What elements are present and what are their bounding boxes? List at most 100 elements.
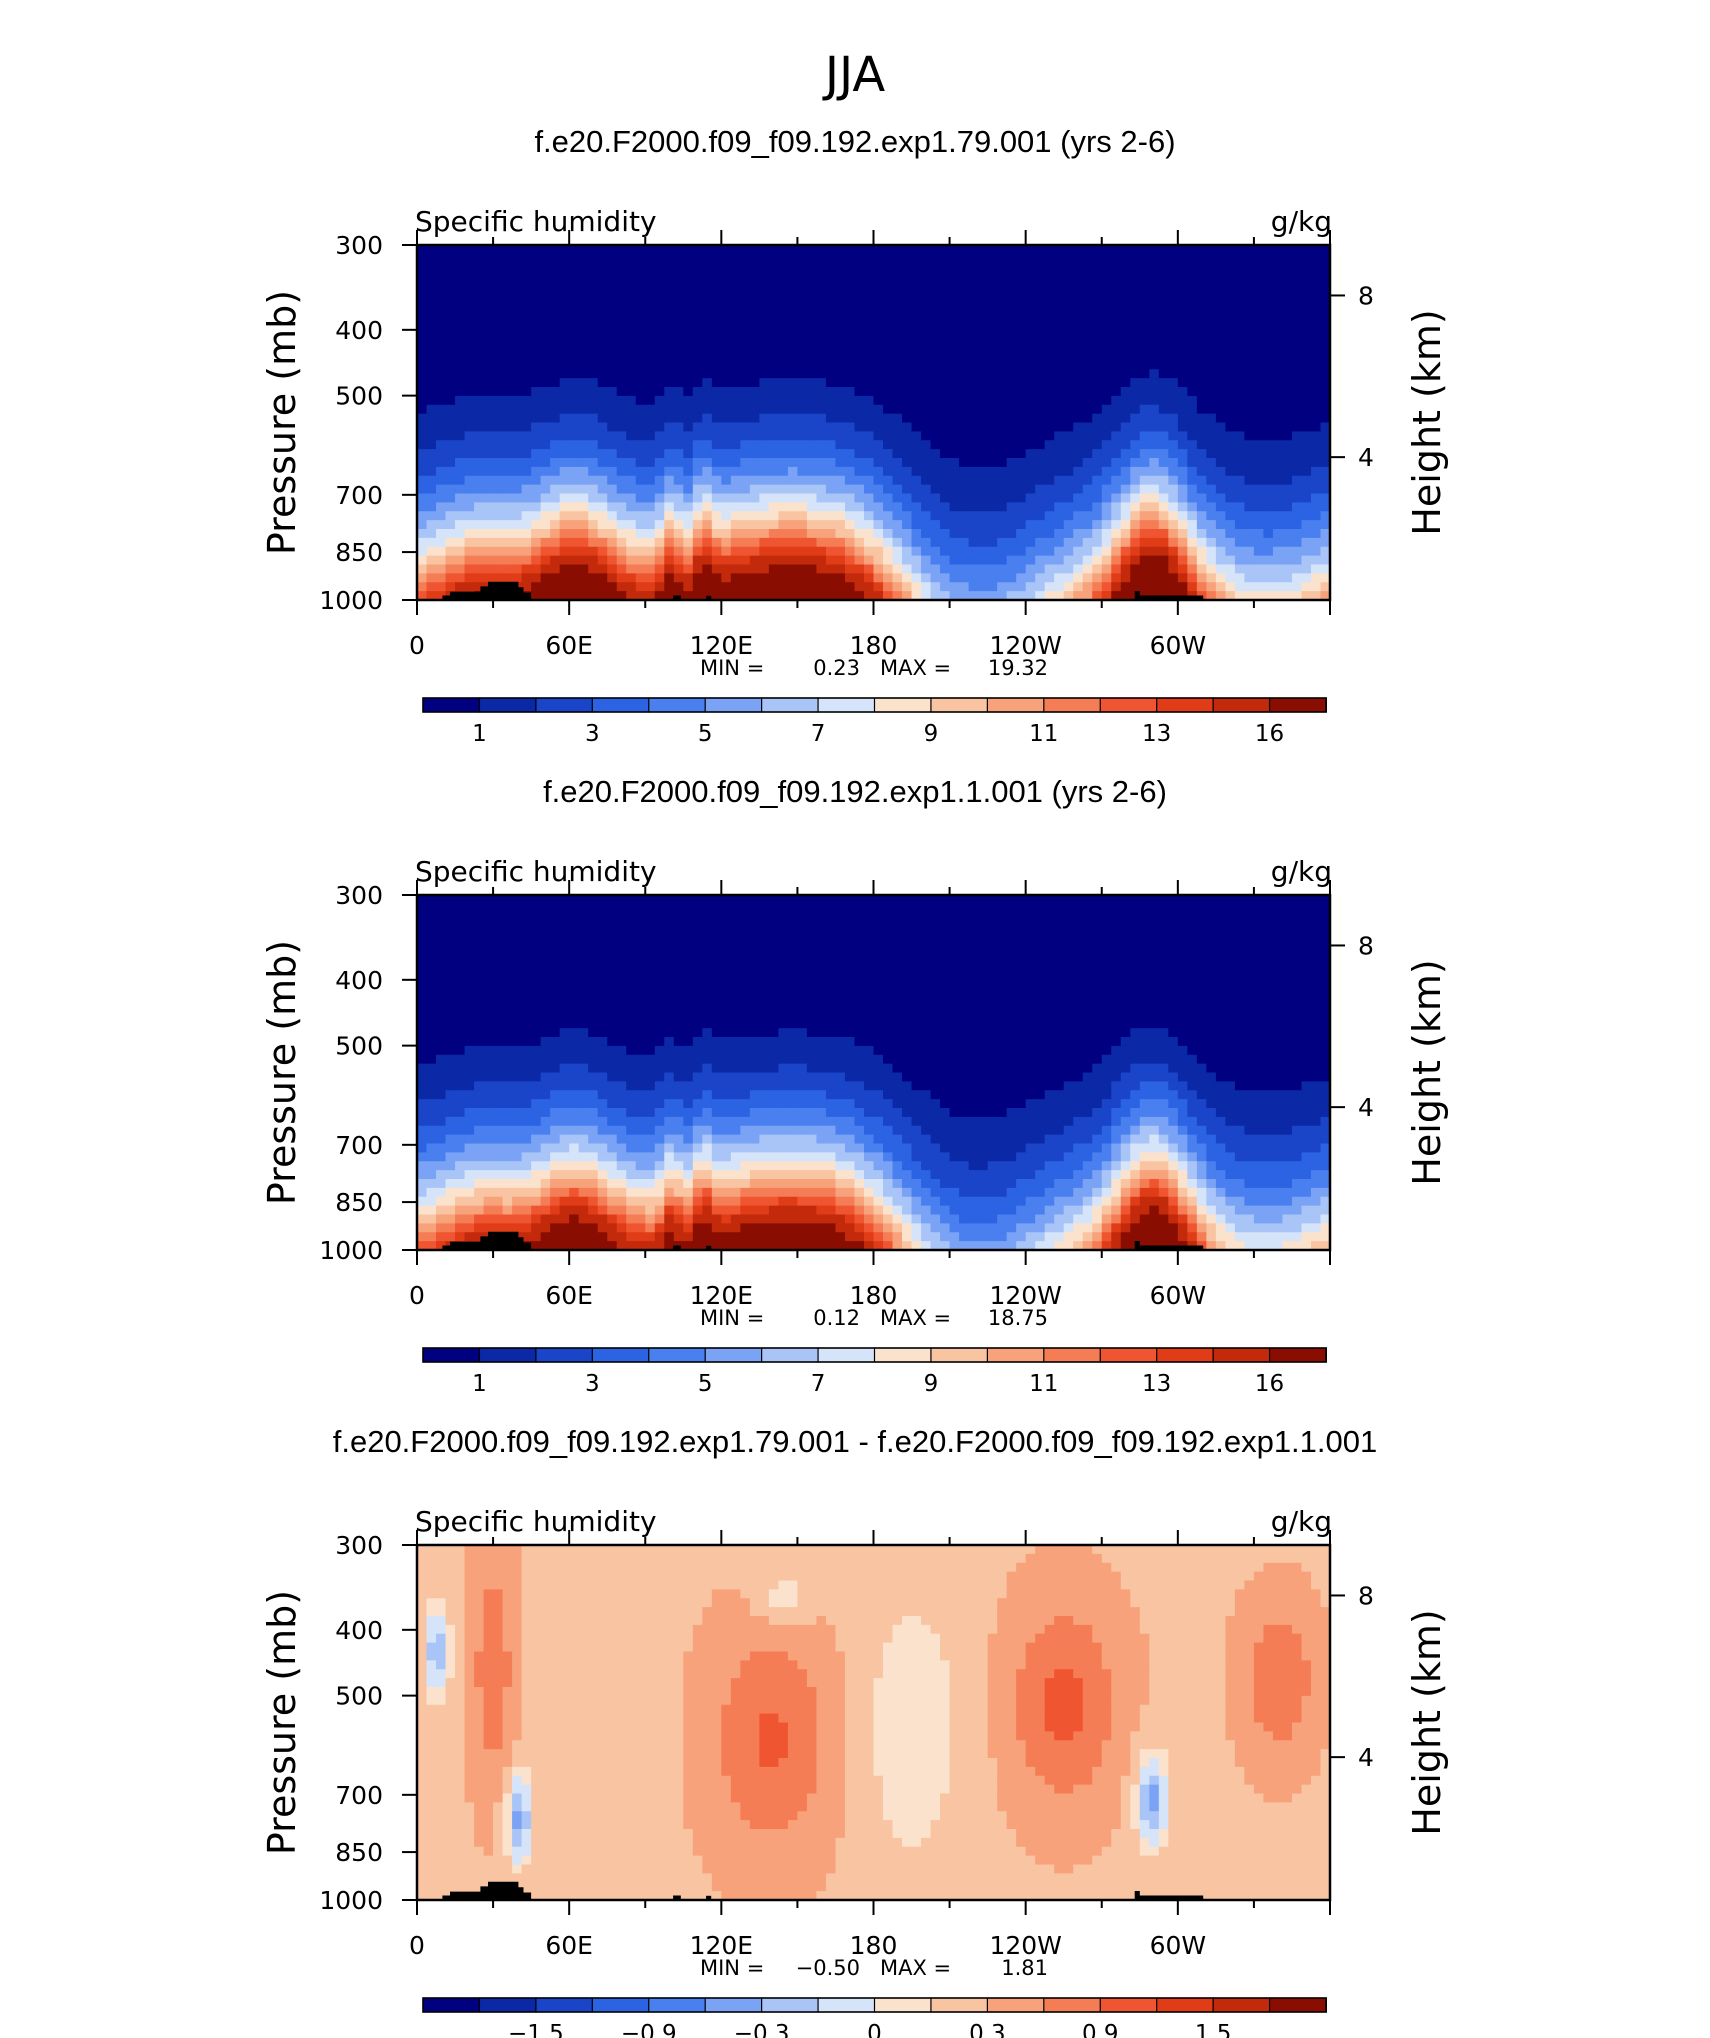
contour-cell — [1158, 983, 1169, 994]
contour-cell — [417, 262, 428, 273]
contour-cell — [835, 582, 846, 592]
contour-cell — [664, 262, 675, 273]
contour-cell — [711, 546, 722, 557]
contour-cell — [1149, 564, 1160, 574]
contour-cell — [749, 466, 760, 477]
contour-cell — [521, 422, 532, 432]
contour-cell — [835, 342, 846, 353]
contour-cell — [1054, 511, 1065, 521]
contour-cell — [1082, 378, 1093, 388]
contour-cell — [987, 903, 998, 914]
contour-cell — [1082, 351, 1093, 361]
contour-cell — [883, 895, 894, 905]
contour-cell — [1092, 271, 1103, 282]
contour-cell — [540, 316, 551, 326]
contour-cell — [1291, 253, 1303, 264]
contour-cell — [968, 404, 979, 415]
contour-cell — [1006, 582, 1017, 592]
contour-cell — [730, 342, 741, 353]
contour-cell — [797, 520, 808, 530]
contour-cell — [1206, 546, 1217, 557]
contour-cell — [588, 378, 599, 388]
contour-cell — [483, 280, 494, 290]
contour-cell — [493, 484, 504, 495]
contour-cell — [531, 466, 542, 477]
contour-cell — [559, 939, 570, 949]
contour-cell — [512, 395, 523, 406]
contour-cell — [483, 316, 494, 326]
contour-cell — [1149, 316, 1160, 326]
contour-cell — [1310, 431, 1322, 441]
contour-cell — [883, 983, 894, 994]
contour-cell — [1092, 895, 1103, 905]
contour-cell — [559, 537, 570, 548]
contour-cell — [883, 903, 894, 914]
contour-cell — [1187, 948, 1198, 958]
contour-cell — [1282, 903, 1293, 914]
contour-cell — [997, 395, 1008, 406]
contour-cell — [1320, 466, 1331, 477]
contour-cell — [921, 458, 932, 468]
contour-cell — [607, 484, 618, 495]
contour-cell — [787, 413, 799, 424]
contour-cell — [863, 546, 875, 557]
contour-cell — [1253, 431, 1265, 441]
contour-cell — [787, 948, 799, 958]
contour-cell — [616, 546, 627, 557]
contour-cell — [540, 484, 551, 495]
contour-cell — [825, 573, 837, 583]
contour-cell — [1092, 475, 1103, 486]
contour-cell — [1130, 502, 1141, 512]
contour-cell — [654, 289, 665, 299]
contour-cell — [787, 271, 799, 282]
contour-cell — [1044, 253, 1055, 264]
contour-cell — [550, 930, 561, 940]
contour-cell — [863, 360, 875, 370]
contour-cell — [683, 895, 694, 905]
contour-cell — [1301, 564, 1312, 574]
contour-cell — [1282, 573, 1293, 583]
contour-cell — [835, 903, 846, 914]
contour-cell — [1139, 333, 1150, 344]
contour-cell — [502, 484, 513, 495]
contour-cell — [654, 555, 665, 566]
contour-cell — [1044, 369, 1055, 379]
contour-cell — [1168, 342, 1179, 353]
contour-cell — [1168, 378, 1179, 388]
contour-cell — [1291, 378, 1303, 388]
contour-cell — [1187, 253, 1198, 264]
contour-cell — [1149, 502, 1160, 512]
contour-cell — [806, 582, 818, 592]
contour-cell — [1244, 324, 1255, 335]
contour-cell — [512, 475, 523, 486]
contour-cell — [740, 537, 751, 548]
contour-cell — [1253, 307, 1265, 317]
contour-cell — [1244, 484, 1255, 495]
contour-cell — [1320, 262, 1331, 273]
contour-cell — [417, 983, 428, 994]
contour-cell — [749, 546, 760, 557]
contour-cell — [673, 449, 684, 459]
contour-cell — [730, 351, 741, 361]
contour-cell — [1234, 458, 1246, 468]
colorbar-frame — [422, 697, 1327, 713]
contour-cell — [578, 511, 589, 521]
contour-cell — [949, 245, 960, 255]
contour-cell — [1025, 342, 1036, 353]
contour-cell — [1101, 307, 1112, 317]
contour-cell — [578, 930, 589, 940]
contour-cell — [844, 983, 856, 994]
contour-cell — [1253, 333, 1265, 344]
contour-cell — [512, 939, 523, 949]
contour-cell — [940, 903, 951, 914]
contour-cell — [740, 520, 751, 530]
contour-cell — [1253, 502, 1265, 512]
contour-cell — [1063, 484, 1074, 495]
contour-cell — [702, 564, 713, 574]
contour-cell — [1035, 555, 1046, 566]
contour-cell — [1253, 582, 1265, 592]
contour-cell — [502, 555, 513, 566]
contour-cell — [1120, 484, 1131, 495]
contour-cell — [883, 475, 894, 486]
contour-cell — [664, 564, 675, 574]
